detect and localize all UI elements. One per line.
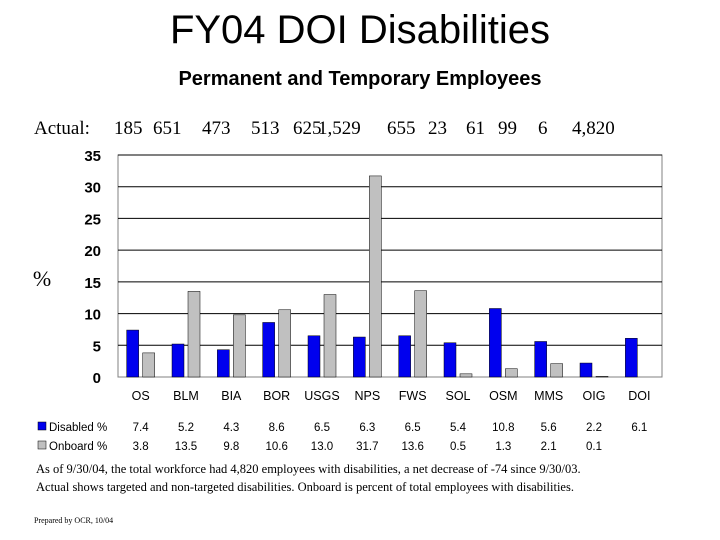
data-table-value: 1.3: [495, 441, 511, 453]
x-tick-label: NPS: [354, 389, 380, 403]
bar-onboard: [187, 291, 201, 378]
actual-label: Actual:: [34, 118, 90, 139]
data-table-value: 7.4: [133, 422, 150, 434]
actual-value: 6: [538, 118, 548, 139]
actual-value: 185: [114, 118, 143, 139]
actual-value: 23: [428, 118, 447, 139]
x-tick-label: DOI: [628, 389, 650, 403]
x-tick-label: MMS: [534, 389, 563, 403]
data-table-value: 2.2: [586, 422, 602, 434]
chart-subtitle: Permanent and Temporary Employees: [178, 68, 542, 90]
y-tick-label: 25: [84, 211, 101, 228]
plot-area: [117, 154, 663, 378]
data-table-value: 4.3: [223, 422, 239, 434]
actual-value: 655: [387, 118, 416, 139]
prepared-by: Prepared by OCR, 10/04: [34, 516, 114, 525]
y-tick-label: 30: [84, 180, 101, 197]
x-tick-label: OSM: [489, 389, 517, 403]
legend-label: Disabled %: [49, 422, 107, 434]
x-tick-label: BLM: [173, 389, 199, 403]
actual-value: 625: [293, 118, 322, 139]
data-table-value: 6.5: [314, 422, 330, 434]
legend-swatch: [37, 421, 47, 431]
y-tick-label: 10: [84, 307, 101, 324]
bar-onboard: [505, 368, 518, 378]
bar-disabled: [262, 322, 275, 378]
data-table-value: 0.1: [586, 441, 602, 453]
legend-swatch: [37, 440, 47, 450]
bar-onboard: [323, 294, 337, 378]
legend-label: Onboard %: [49, 441, 107, 453]
x-tick-label: SOL: [445, 389, 470, 403]
x-tick-label: OIG: [583, 389, 606, 403]
data-table-value: 9.8: [223, 441, 239, 453]
data-table-value: 6.5: [405, 422, 421, 434]
bar-disabled: [126, 329, 139, 378]
chart-title: FY04 DOI Disabilities: [169, 8, 551, 52]
y-tick-label: 20: [84, 243, 101, 260]
data-table-value: 6.3: [359, 422, 375, 434]
bar-disabled: [625, 338, 638, 378]
bar-onboard: [233, 314, 246, 378]
footnote-line-2: Actual shows targeted and non-targeted d…: [36, 480, 574, 494]
data-table-value: 8.6: [269, 422, 285, 434]
bar-onboard: [278, 309, 291, 378]
x-tick-label: FWS: [399, 389, 427, 403]
data-table-value: 10.8: [492, 422, 514, 434]
bar-disabled: [353, 336, 366, 378]
actual-value: 1,529: [318, 118, 361, 139]
actual-value: 99: [498, 118, 517, 139]
actual-row: Actual: 185 651 473 513 625 1,529 655 23 61 99 6 4,8…: [34, 118, 615, 140]
y-tick-label: 35: [84, 148, 101, 165]
x-tick-label: BIA: [221, 389, 242, 403]
y-tick-label: 0: [93, 370, 101, 387]
data-table-value: 31.7: [356, 441, 378, 453]
bar-onboard: [595, 376, 609, 378]
bar-disabled: [171, 343, 185, 378]
bar-disabled: [217, 349, 230, 378]
actual-value: 61: [466, 118, 485, 139]
bar-onboard: [414, 290, 427, 378]
y-axis-label: %: [33, 266, 51, 291]
actual-value: 4,820: [572, 118, 615, 139]
bar-onboard: [550, 363, 563, 378]
data-table-value: 10.6: [265, 441, 287, 453]
x-tick-label: OS: [132, 389, 150, 403]
actual-value: 513: [251, 118, 280, 139]
bar-onboard: [369, 175, 382, 378]
data-table-value: 13.6: [401, 441, 423, 453]
footnote-line-1: As of 9/30/04, the total workforce had 4…: [36, 462, 581, 476]
data-table-value: 6.1: [631, 422, 647, 434]
data-table-value: 0.5: [450, 441, 466, 453]
bar-disabled: [398, 335, 411, 378]
bar-disabled: [443, 342, 457, 378]
y-tick-label: 5: [93, 338, 101, 355]
data-table-value: 3.8: [133, 441, 149, 453]
data-table-value: 13.0: [311, 441, 333, 453]
bar-disabled: [579, 362, 593, 378]
data-table-value: 13.5: [175, 441, 197, 453]
actual-value: 651: [153, 118, 182, 139]
actual-value: 473: [202, 118, 231, 139]
bar-disabled: [534, 341, 547, 378]
footnote: As of 9/30/04, the total workforce had 4…: [36, 460, 581, 496]
bar-disabled: [489, 308, 502, 378]
data-table-value: 5.6: [541, 422, 557, 434]
data-table-value: 5.2: [178, 422, 194, 434]
bar-disabled: [307, 335, 321, 378]
data-table-value: 5.4: [450, 422, 467, 434]
y-tick-label: 15: [84, 275, 101, 292]
bar-onboard: [459, 373, 473, 378]
x-tick-label: USGS: [304, 389, 339, 403]
data-table-value: 2.1: [541, 441, 557, 453]
x-tick-label: BOR: [263, 389, 290, 403]
bar-onboard: [142, 352, 155, 378]
